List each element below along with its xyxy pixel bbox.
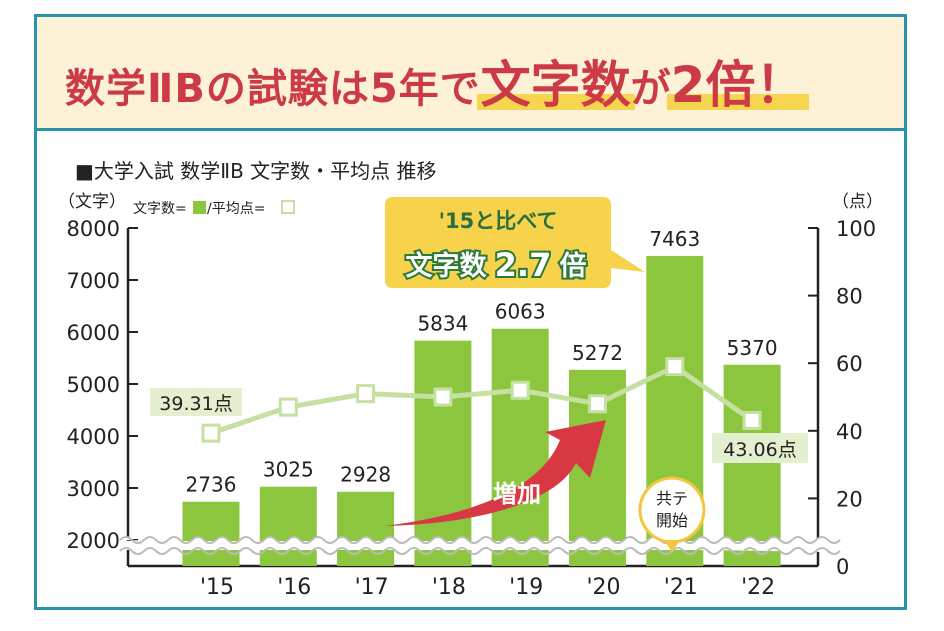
- badge-circle: [638, 476, 706, 544]
- last-point-label: 43.06点: [723, 439, 796, 461]
- axis-break-line-bottom: [119, 547, 841, 555]
- last-point-label-bg: [712, 433, 808, 463]
- bar-'18: [414, 340, 472, 566]
- headline-part1: 数学ⅡBの試験は5年で: [65, 66, 481, 112]
- category-label: '16: [277, 575, 311, 600]
- average-score-line: [210, 363, 754, 436]
- score-marker-'22: [742, 410, 762, 430]
- callout-bubble: [385, 197, 645, 288]
- callout-line2-b: 2.7: [495, 246, 552, 284]
- badge-line2: 開始: [656, 511, 688, 530]
- score-marker-'16: [278, 397, 298, 417]
- score-marker-'15: [201, 423, 221, 443]
- legend-line-label: /平均点=: [207, 201, 265, 217]
- axis-break-gap: [120, 541, 826, 550]
- left-tick-label: 8000: [67, 217, 120, 241]
- badge-line1: 共テ: [656, 489, 688, 508]
- bar-'15: [182, 501, 240, 566]
- category-label: '21: [664, 575, 698, 600]
- right-tick-label: 0: [836, 555, 849, 579]
- axis-break-line-top: [119, 536, 841, 544]
- left-tick-label: 5000: [67, 373, 120, 397]
- category-label: '20: [586, 575, 620, 600]
- headline-part3: が: [630, 66, 671, 112]
- right-tick-label: 40: [836, 420, 863, 444]
- left-tick-label: 3000: [67, 477, 120, 501]
- bar-'22: [723, 364, 781, 566]
- right-tick-label: 80: [836, 285, 863, 309]
- category-label: '18: [432, 575, 466, 600]
- legend-bar-swatch: [193, 201, 206, 214]
- left-tick-label: 2000: [67, 529, 120, 553]
- callout-line1: '15と比べて: [439, 209, 558, 233]
- headline-part2: 文字数: [480, 56, 631, 114]
- left-tick-label: 7000: [67, 269, 120, 293]
- category-label: '15: [200, 575, 234, 600]
- increase-label: 増加: [493, 480, 541, 508]
- bar-value-label: 5834: [417, 312, 468, 336]
- right-tick-label: 100: [836, 217, 876, 241]
- category-label: '19: [509, 575, 543, 600]
- category-label: '17: [355, 575, 389, 600]
- bar-value-label: 6063: [495, 300, 546, 324]
- bar-'19: [491, 328, 549, 566]
- headline-part4: 2倍！: [670, 56, 806, 114]
- bar-value-label: 3025: [263, 458, 314, 482]
- category-label: '22: [741, 575, 775, 600]
- legend-line-swatch: [281, 200, 295, 214]
- left-axis-label: （文字）: [58, 192, 126, 212]
- bar-value-label: 2928: [340, 463, 391, 487]
- score-marker-'17: [356, 384, 376, 404]
- score-marker-'20: [588, 394, 607, 414]
- chart-title: ■大学入試 数学ⅡB 文字数・平均点 推移: [75, 159, 437, 183]
- callout-line2-a: 文字数: [406, 250, 488, 282]
- headline: 数学ⅡBの試験は5年で文字数が2倍！: [65, 45, 805, 117]
- right-tick-label: 20: [836, 487, 863, 511]
- score-marker-'19: [510, 380, 530, 400]
- legend-bars-label: 文字数=: [133, 201, 187, 217]
- increase-arrow: [385, 420, 606, 526]
- badge-pointer: [664, 540, 680, 552]
- callout-line2-c: 倍: [560, 250, 587, 282]
- headline-banner: 数学ⅡBの試験は5年で文字数が2倍！: [37, 17, 904, 131]
- bar-value-label: 5272: [572, 341, 623, 365]
- bar-'17: [337, 491, 395, 566]
- right-tick-label: 60: [836, 352, 863, 376]
- first-point-label-bg: [150, 388, 242, 416]
- bar-value-label: 2736: [186, 473, 237, 497]
- score-marker-'21: [665, 357, 685, 377]
- first-point-label: 39.31点: [159, 393, 232, 415]
- left-tick-label: 4000: [67, 425, 120, 449]
- left-tick-label: 6000: [67, 321, 120, 345]
- right-axis-label: （点）: [832, 192, 883, 212]
- score-marker-'18: [433, 387, 453, 407]
- bar-value-label: 7463: [649, 227, 700, 251]
- bar-value-label: 5370: [727, 336, 778, 360]
